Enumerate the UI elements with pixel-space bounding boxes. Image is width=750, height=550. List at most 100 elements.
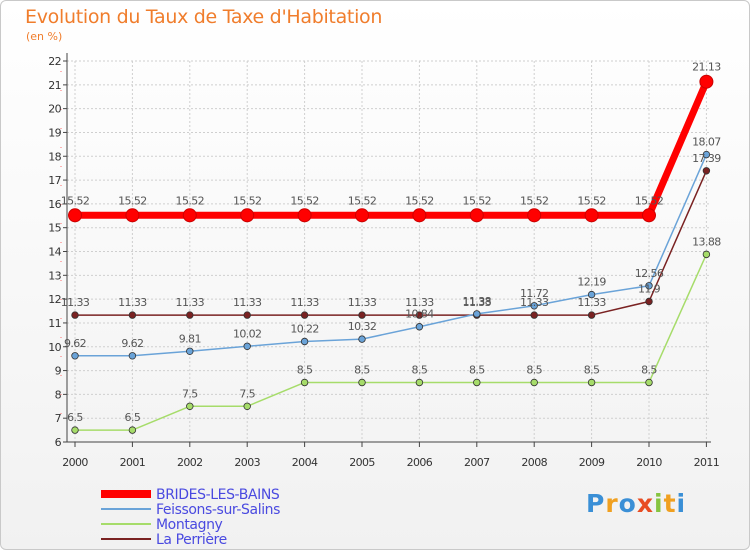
data-point [587,378,596,387]
x-tick-label: 2004 [292,456,318,469]
data-label: 9.81 [179,332,201,345]
data-point [297,208,312,223]
data-label: 11.33 [520,296,549,309]
data-label: 21.13 [692,61,721,74]
data-label: 8.5 [641,363,657,376]
y-tick-label: 14 [48,246,61,259]
data-label: 11.33 [290,296,319,309]
legend-label: BRIDES-LES-BAINS [156,487,280,503]
data-point [473,310,481,318]
data-label: 11.33 [405,296,434,309]
data-point [699,74,714,89]
data-point [527,208,542,223]
data-label: 10.84 [405,308,434,321]
data-label: 11.33 [348,296,377,309]
data-label: 15.52 [520,194,549,207]
data-label: 15.52 [61,194,90,207]
data-point [358,335,366,343]
data-label: 15.52 [118,194,147,207]
data-point [128,352,137,360]
data-label: 8.5 [354,363,370,376]
data-point [584,208,599,223]
y-tick-label: 18 [48,150,61,163]
y-tick-label: 13 [48,269,61,282]
x-tick-label: 2002 [177,456,203,469]
x-tick-label: 2000 [62,456,88,469]
data-point [243,311,251,319]
data-label: 11.33 [463,296,492,309]
data-point [125,208,140,223]
logo-letter: i [654,489,664,518]
data-point [186,347,194,355]
data-point [530,302,538,310]
axes [60,53,711,447]
data-label: 15.52 [463,194,492,207]
data-point [355,208,369,223]
data-point [473,378,481,387]
y-tick-label: 21 [48,79,61,92]
data-point [71,311,79,319]
legend: BRIDES-LES-BAINSFeissons-sur-SalinsMonta… [101,487,281,548]
series-lines [75,80,710,431]
logo-letter: o [618,489,637,518]
data-point [300,311,309,319]
data-point [645,297,653,306]
data-label: 15.52 [635,194,664,207]
data-label: 9.62 [64,337,86,350]
y-tick-label: 10 [48,341,61,354]
data-label: 11.33 [233,296,262,309]
data-point [128,311,137,319]
data-label: 11.9 [638,283,661,296]
data-label: 15.52 [405,194,434,207]
series-line-0 [75,80,710,219]
y-unit-label: (en %) [26,30,63,43]
data-label: 8.5 [469,363,485,376]
data-point [587,311,596,319]
data-point [71,426,79,434]
logo-letter: t [663,489,677,518]
series-line-3 [75,170,708,316]
y-tick-label: 8 [55,388,62,401]
x-tick-label: 2001 [120,456,146,469]
data-point [415,378,424,387]
data-label: 11.33 [176,296,205,309]
series-line-1 [75,154,708,357]
data-label: 7.5 [182,387,198,400]
legend-label: Montagny [156,517,223,533]
grid [67,60,711,443]
x-tick-label: 2008 [521,456,547,469]
x-tick-label: 2006 [407,456,433,469]
data-point [186,402,194,410]
y-tick-label: 12 [48,293,61,306]
logo-letter: r [605,489,619,518]
data-point [702,150,711,159]
y-tick-label: 6 [55,436,62,449]
x-tick-labels: 2000 2001 2002 2003 2004 2005 2006 2007 2008 2009… [62,456,720,469]
x-tick-label: 2005 [349,456,375,469]
data-label: 8.5 [412,363,428,376]
data-point [68,208,82,223]
data-point [469,208,484,223]
data-label: 15.52 [233,194,262,207]
chart-title: Evolution du Taux de Taxe d'Habitation [25,6,383,28]
data-point [702,250,711,259]
data-point [415,323,424,331]
series-line-2 [75,254,708,431]
data-point [530,311,538,319]
y-tick-label: 16 [48,198,61,211]
data-label: 10.02 [233,327,262,340]
data-point [240,208,255,223]
data-label: 11.33 [118,296,147,309]
logo-letter: x [636,489,654,518]
data-label: 6.5 [67,411,83,424]
logo-letter: i [676,489,687,518]
y-tick-label: 9 [55,365,62,378]
data-label: 13.88 [692,235,721,248]
data-point [642,208,656,223]
data-point [186,311,194,319]
data-label: 12.19 [577,276,606,289]
data-label: 7.5 [239,387,255,400]
data-point [71,352,79,360]
